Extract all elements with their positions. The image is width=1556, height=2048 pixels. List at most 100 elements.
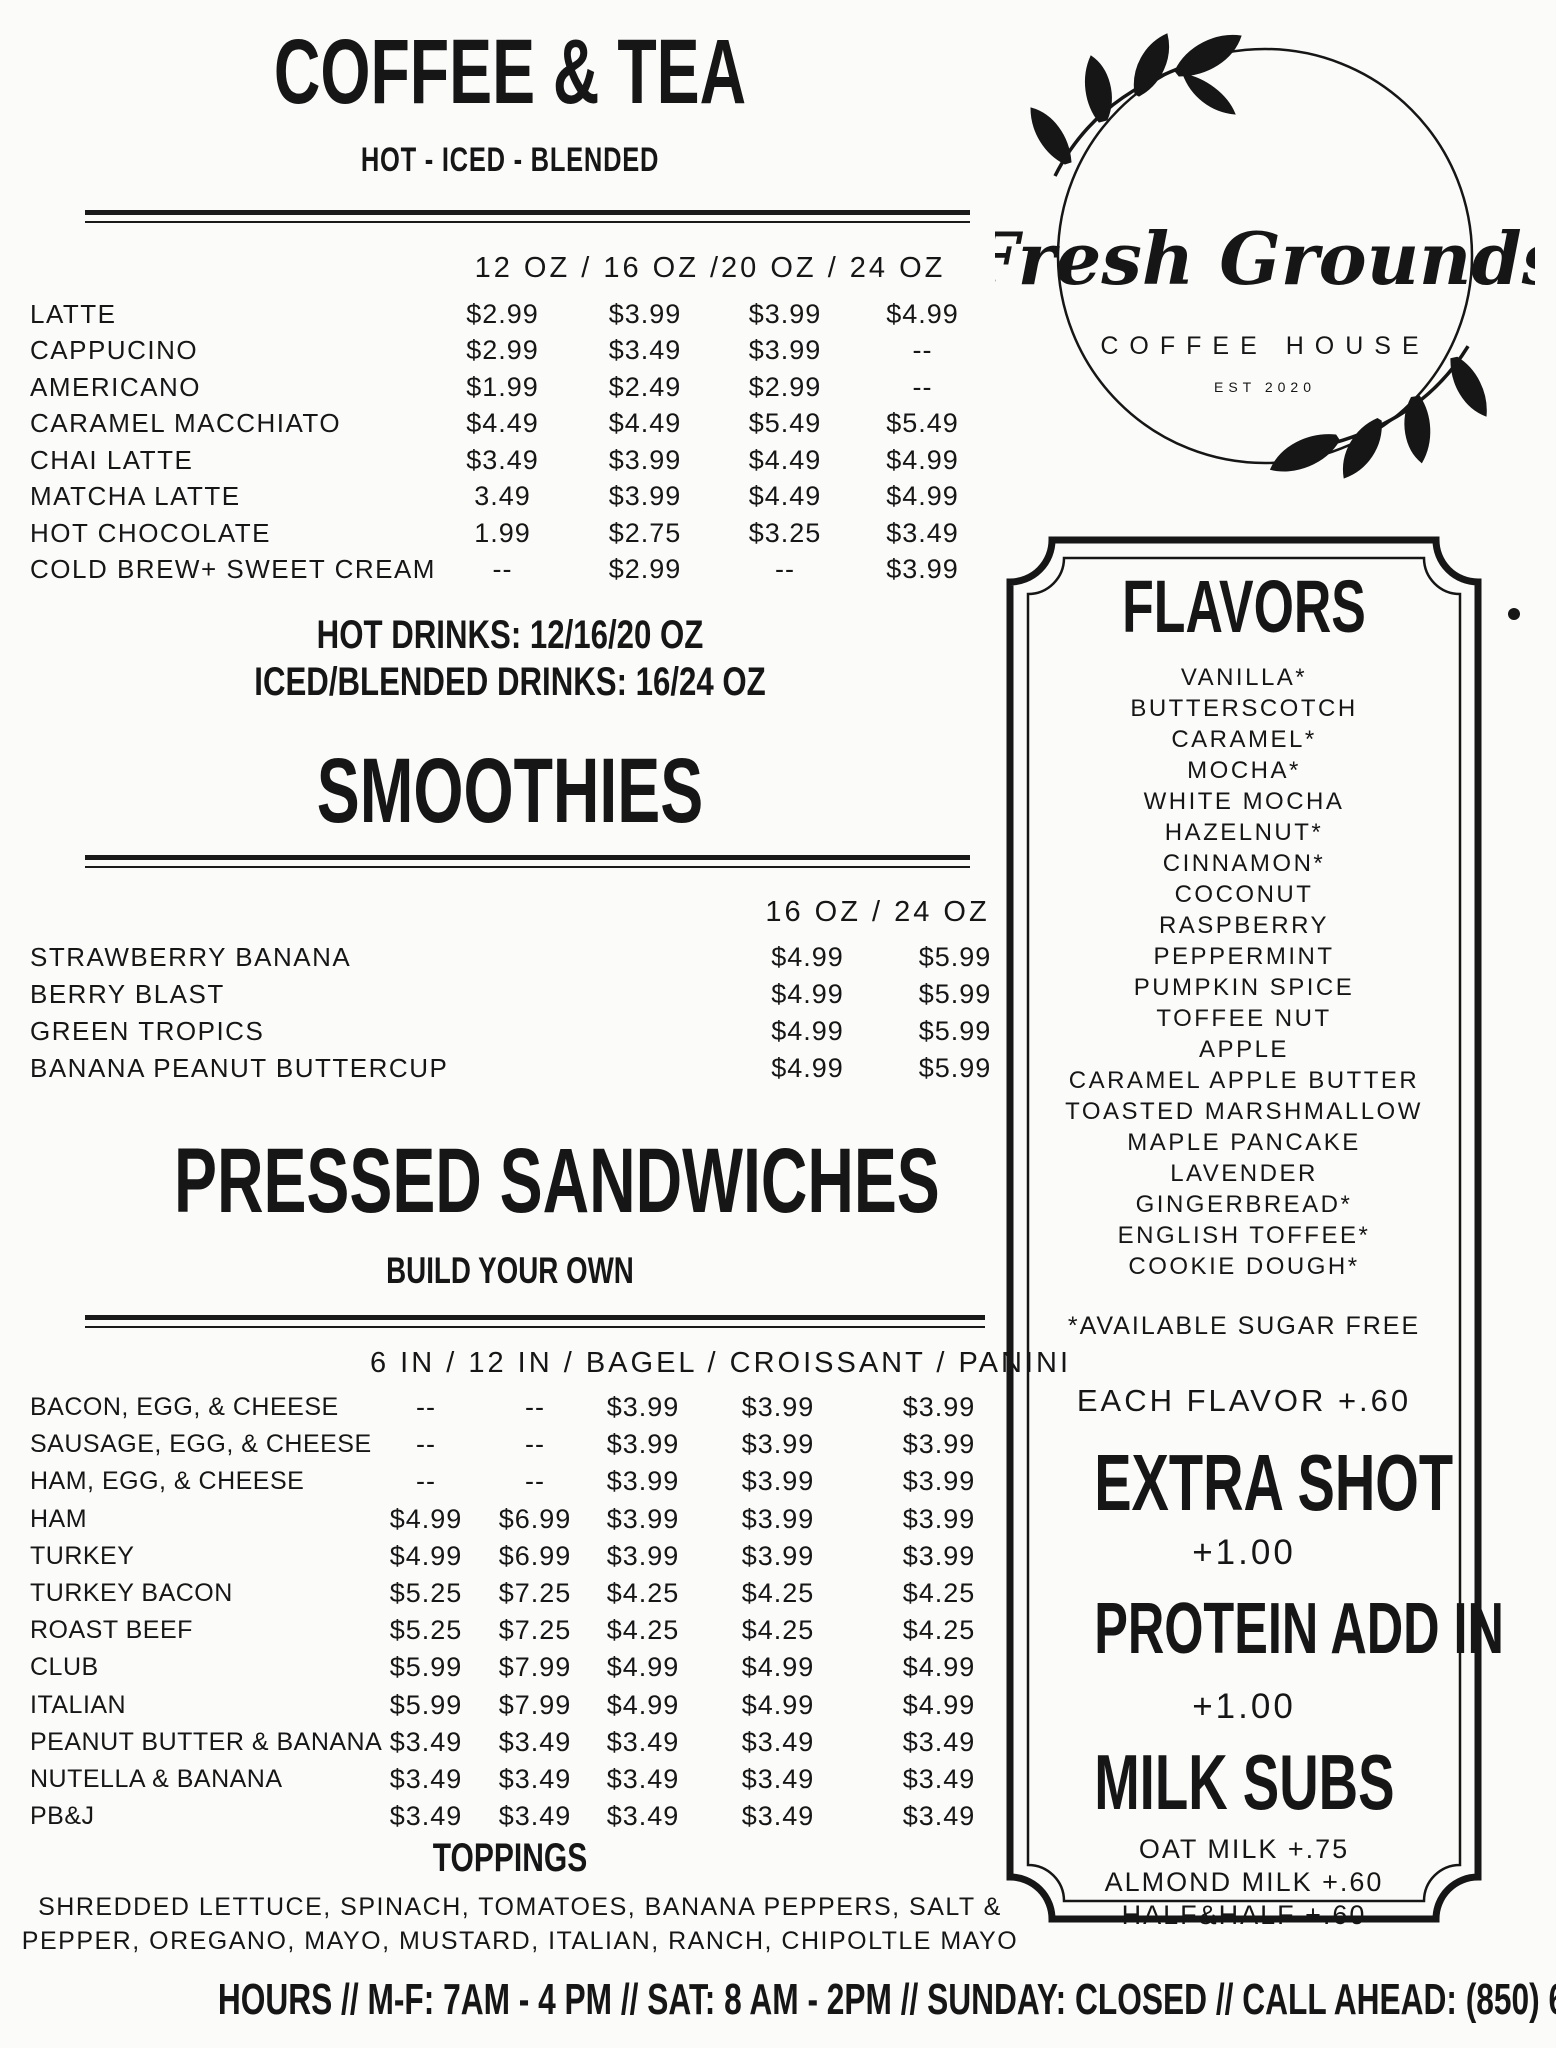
menu-left-column: COFFEE & TEA HOT - ICED - BLENDED 12 OZ … (22, 0, 1068, 2048)
coffee-price-16oz: $3.99 (608, 298, 682, 329)
coffee-price-16oz: $3.99 (608, 444, 682, 475)
coffee-price-12oz: 1.99 (474, 517, 531, 548)
coffee-size-header: 12 OZ / 16 OZ /20 OZ / 24 OZ (474, 251, 946, 284)
coffee-item-row: CHAI LATTE $3.49 $3.99 $4.49 $4.99 (30, 442, 990, 479)
sandwich-price-croissant: $4.99 (741, 1689, 815, 1720)
sandwich-price-panini: $3.49 (902, 1763, 976, 1794)
sandwich-price-panini: $3.99 (902, 1466, 976, 1497)
smoothie-item-name: STRAWBERRY BANANA (30, 942, 352, 972)
coffee-price-20oz: $3.99 (748, 298, 822, 329)
sandwich-price-12in: -- (525, 1466, 545, 1497)
coffee-item-name: CHAI LATTE (30, 444, 194, 475)
coffee-price-16oz: $2.75 (608, 517, 682, 548)
sandwich-price-6in: $3.49 (389, 1726, 463, 1757)
coffee-item-name: CARAMEL MACCHIATO (30, 408, 342, 439)
extra-shot-title: EXTRA SHOT (1094, 1438, 1454, 1527)
sandwich-item-name: CLUB (30, 1653, 99, 1682)
flavor-item: COOKIE DOUGH* (1128, 1253, 1360, 1280)
flavors-title: FLAVORS (1122, 565, 1366, 648)
sandwich-price-croissant: $3.99 (741, 1392, 815, 1423)
milk-sub-item: OAT MILK +.75 (1138, 1834, 1350, 1864)
coffee-item-name: LATTE (30, 298, 117, 329)
flavor-item: ENGLISH TOFFEE* (1117, 1222, 1371, 1249)
sandwich-price-bagel: $4.99 (606, 1652, 680, 1683)
sandwich-price-croissant: $4.99 (741, 1652, 815, 1683)
sandwich-price-12in: $6.99 (498, 1503, 572, 1534)
sandwich-price-croissant: $3.49 (741, 1726, 815, 1757)
logo-est: EST 2020 (1214, 379, 1316, 395)
flavor-item: APPLE (1199, 1036, 1289, 1063)
coffee-tea-title: COFFEE & TEA (273, 21, 747, 123)
sandwich-price-12in: -- (525, 1392, 545, 1423)
ink-dot (1508, 608, 1520, 620)
smoothie-price-24oz: $5.99 (918, 979, 992, 1009)
smoothie-price-16oz: $4.99 (771, 1053, 844, 1083)
smoothie-item-list: STRAWBERRY BANANA $4.99 $5.99 BERRY BLAS… (30, 939, 1025, 1087)
coffee-item-name: MATCHA LATTE (30, 481, 241, 512)
coffee-item-row: HOT CHOCOLATE 1.99 $2.75 $3.25 $3.49 (30, 515, 990, 552)
coffee-item-row: AMERICANO $1.99 $2.49 $2.99 -- (30, 369, 990, 406)
sandwich-price-croissant: $3.99 (741, 1466, 815, 1497)
coffee-price-12oz: $4.49 (466, 408, 539, 439)
sandwich-item-name: TURKEY (30, 1541, 135, 1570)
sugar-free-note: *AVAILABLE SUGAR FREE (1067, 1312, 1421, 1340)
coffee-price-16oz: $3.49 (608, 335, 682, 366)
smoothie-price-24oz: $5.99 (918, 942, 992, 972)
coffee-price-24oz: $3.99 (886, 554, 959, 585)
sandwich-item-row: ITALIAN $5.99 $7.99 $4.99 $4.99 $4.99 (30, 1687, 1020, 1724)
flavor-item: RASPBERRY (1158, 912, 1330, 939)
smoothie-price-16oz: $4.99 (771, 1016, 844, 1046)
smoothies-table: 16 OZ / 24 OZ STRAWBERRY BANANA $4.99 $5… (30, 885, 1025, 1087)
coffee-size-header-row: 12 OZ / 16 OZ /20 OZ / 24 OZ (30, 240, 990, 296)
sandwich-price-6in: -- (416, 1466, 436, 1497)
sandwich-price-panini: $4.25 (902, 1578, 976, 1609)
sandwich-item-name: PEANUT BUTTER & BANANA (30, 1727, 383, 1756)
sandwich-price-croissant: $3.49 (741, 1763, 815, 1794)
sandwich-price-12in: $3.49 (498, 1763, 572, 1794)
sandwich-price-6in: -- (416, 1392, 436, 1423)
sandwich-price-6in: $5.25 (389, 1578, 463, 1609)
sandwich-price-panini: $3.99 (902, 1503, 976, 1534)
sandwich-item-name: SAUSAGE, EGG, & CHEESE (30, 1430, 372, 1459)
sandwich-price-6in: $4.99 (389, 1503, 463, 1534)
sandwich-price-6in: $5.25 (389, 1615, 463, 1646)
sandwich-item-row: ROAST BEEF $5.25 $7.25 $4.25 $4.25 $4.25 (30, 1612, 1020, 1649)
sandwich-item-row: PEANUT BUTTER & BANANA $3.49 $3.49 $3.49… (30, 1724, 1020, 1761)
coffee-price-20oz: $4.49 (748, 481, 822, 512)
smoothie-item-name: GREEN TROPICS (30, 1016, 265, 1046)
sandwich-price-bagel: $4.25 (606, 1615, 680, 1646)
flavors-box-frame (1006, 536, 1482, 1923)
sandwich-price-croissant: $3.99 (741, 1540, 815, 1571)
sandwich-price-croissant: $3.99 (741, 1429, 815, 1460)
sandwich-price-bagel: $3.49 (606, 1726, 680, 1757)
flavor-item: TOASTED MARSHMALLOW (1065, 1098, 1423, 1125)
smoothie-price-24oz: $5.99 (918, 1016, 992, 1046)
sandwich-price-6in: $5.99 (389, 1689, 463, 1720)
coffee-price-24oz: $4.99 (886, 444, 959, 475)
sandwich-item-name: HAM (30, 1504, 88, 1533)
sandwich-item-row: PB&J $3.49 $3.49 $3.49 $3.49 $3.49 (30, 1798, 1020, 1835)
sandwich-price-12in: $7.99 (498, 1652, 572, 1683)
sandwich-item-row: HAM $4.99 $6.99 $3.99 $3.99 $3.99 (30, 1501, 1020, 1538)
milk-sub-item: HALF&HALF +.60 (1121, 1900, 1367, 1930)
fresh-grounds-logo: Fresh Grounds COFFEE HOUSE EST 2020 (995, 33, 1535, 479)
sandwich-item-row: TURKEY BACON $5.25 $7.25 $4.25 $4.25 $4.… (30, 1575, 1020, 1612)
sandwich-price-croissant: $4.25 (741, 1615, 815, 1646)
flavor-list: VANILLA* BUTTERSCOTCH CARAMEL* MOCHA* WH… (1030, 662, 1458, 1282)
sandwich-item-name: ROAST BEEF (30, 1616, 193, 1645)
smoothie-item-row: GREEN TROPICS $4.99 $5.99 (30, 1013, 1025, 1050)
coffee-price-24oz: -- (912, 335, 933, 366)
smoothie-price-16oz: $4.99 (771, 942, 844, 972)
coffee-item-row: CARAMEL MACCHIATO $4.49 $4.49 $5.49 $5.4… (30, 406, 990, 443)
sandwich-item-row: HAM, EGG, & CHEESE -- -- $3.99 $3.99 $3.… (30, 1463, 1020, 1500)
coffee-price-20oz: $4.49 (748, 444, 822, 475)
coffee-price-20oz: $5.49 (748, 408, 822, 439)
sandwich-item-name: TURKEY BACON (30, 1579, 233, 1608)
sandwich-price-6in: $3.49 (389, 1801, 463, 1832)
smoothies-title: SMOOTHIES (316, 740, 704, 842)
sandwich-price-bagel: $3.99 (606, 1392, 680, 1423)
milk-subs-list: OAT MILK +.75 ALMOND MILK +.60 HALF&HALF… (1030, 1833, 1458, 1932)
smoothie-size-header: 16 OZ / 24 OZ (765, 895, 990, 928)
sandwich-item-row: SAUSAGE, EGG, & CHEESE -- -- $3.99 $3.99… (30, 1426, 1020, 1463)
flavors-box: FLAVORS VANILLA* BUTTERSCOTCH CARAMEL* M… (1002, 532, 1504, 1930)
